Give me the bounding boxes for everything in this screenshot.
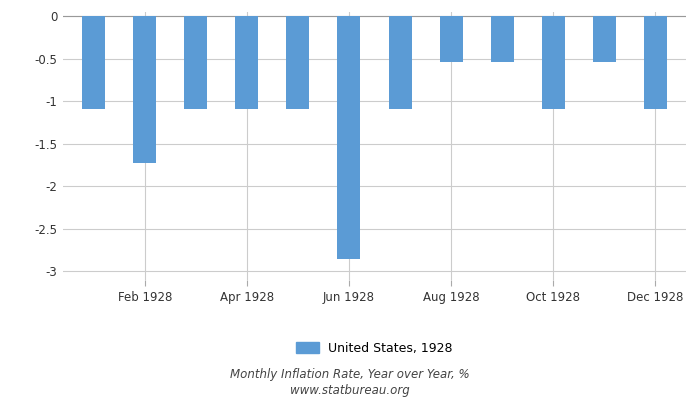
Bar xyxy=(184,16,207,109)
Bar xyxy=(133,16,156,162)
Bar xyxy=(337,16,360,259)
Bar xyxy=(82,16,105,109)
Bar xyxy=(235,16,258,109)
Text: www.statbureau.org: www.statbureau.org xyxy=(290,384,410,397)
Bar xyxy=(440,16,463,62)
Bar xyxy=(593,16,616,62)
Bar xyxy=(286,16,309,109)
Bar xyxy=(542,16,565,109)
Text: Monthly Inflation Rate, Year over Year, %: Monthly Inflation Rate, Year over Year, … xyxy=(230,368,470,381)
Bar xyxy=(389,16,412,109)
Bar xyxy=(644,16,667,109)
Bar xyxy=(491,16,514,62)
Legend: United States, 1928: United States, 1928 xyxy=(291,336,458,360)
